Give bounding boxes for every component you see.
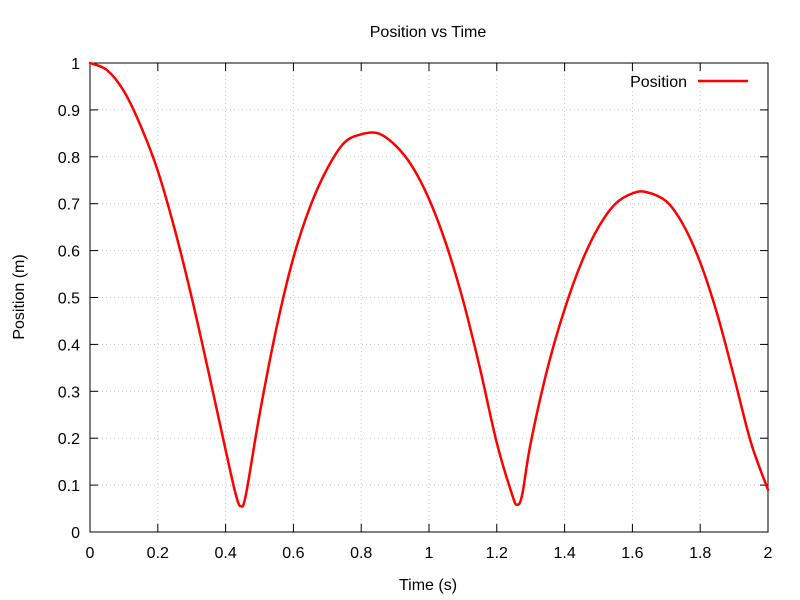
x-tick-label: 1.4: [553, 545, 575, 562]
series-layer: [88, 61, 770, 508]
y-tick-label: 0.8: [58, 150, 80, 167]
y-tick-labels: 0 0.1 0.2 0.3 0.4 0.5 0.6 0.7 0.8 0.9 1: [58, 56, 80, 542]
series-line-position: [88, 61, 770, 508]
y-tick-label: 0: [71, 525, 80, 542]
x-tick-label: 1.6: [621, 545, 643, 562]
x-tick-label: 0.6: [282, 545, 304, 562]
x-tick-label: 2: [764, 545, 773, 562]
axis-ticks: [89, 62, 769, 533]
y-tick-label: 0.5: [58, 291, 80, 308]
y-tick-label: 1: [71, 56, 80, 73]
x-tick-label: 1: [425, 545, 434, 562]
x-tick-label: 0.4: [214, 545, 236, 562]
y-tick-label: 0.2: [58, 431, 80, 448]
legend-label: Position: [630, 74, 687, 91]
y-tick-label: 0.9: [58, 103, 80, 120]
y-axis-label: Position (m): [11, 254, 28, 339]
x-axis-label: Time (s): [399, 577, 457, 594]
y-tick-label: 0.4: [58, 337, 80, 354]
y-tick-label: 0.7: [58, 197, 80, 214]
x-tick-label: 0: [86, 545, 95, 562]
chart-title: Position vs Time: [370, 24, 487, 41]
x-tick-labels: 0 0.2 0.4 0.6 0.8 1 1.2 1.4 1.6 1.8 2: [86, 545, 773, 562]
x-tick-label: 0.2: [147, 545, 169, 562]
x-tick-label: 1.2: [486, 545, 508, 562]
x-tick-label: 0.8: [350, 545, 372, 562]
y-tick-label: 0.3: [58, 384, 80, 401]
legend: Position: [630, 74, 748, 91]
y-tick-label: 0.1: [58, 478, 80, 495]
x-tick-label: 1.8: [689, 545, 711, 562]
y-tick-label: 0.6: [58, 244, 80, 261]
